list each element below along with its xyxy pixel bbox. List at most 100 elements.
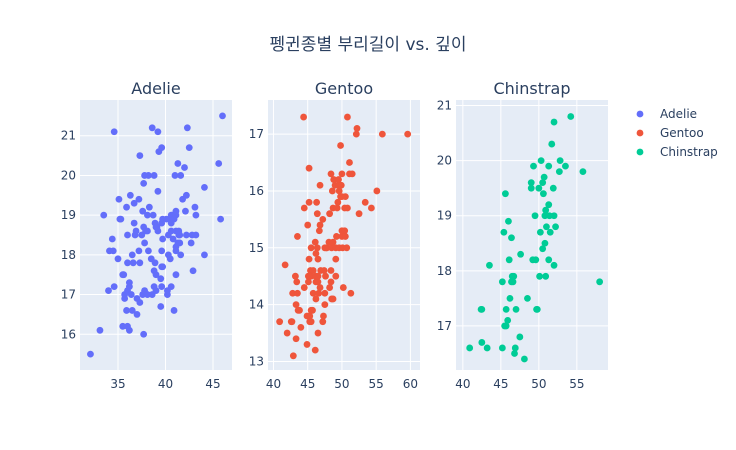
y-tick-label: 21 <box>437 99 452 113</box>
data-point <box>341 227 349 235</box>
data-point <box>333 233 340 240</box>
data-point <box>192 211 200 219</box>
data-point <box>348 170 356 178</box>
data-point <box>192 231 200 239</box>
data-point <box>133 311 141 318</box>
data-point <box>109 247 117 255</box>
data-point <box>323 244 331 252</box>
data-point <box>306 312 314 320</box>
data-point <box>344 204 351 212</box>
data-point <box>183 191 190 199</box>
data-point <box>108 235 116 243</box>
y-tick-label: 17 <box>61 288 76 302</box>
data-point <box>327 278 335 286</box>
legend-marker <box>636 110 644 118</box>
data-point <box>504 317 512 324</box>
data-point <box>300 113 308 121</box>
data-point <box>337 181 345 189</box>
data-point <box>502 322 510 330</box>
data-point <box>498 344 506 352</box>
data-point <box>167 227 175 235</box>
data-point <box>329 238 337 246</box>
y-tick-label: 18 <box>61 248 76 262</box>
data-point <box>505 256 513 264</box>
data-point <box>307 318 315 326</box>
x-tick-label: 55 <box>569 377 584 391</box>
x-tick-label: 35 <box>110 377 125 391</box>
data-point <box>149 211 157 219</box>
data-point <box>177 172 185 179</box>
legend-item-adelie[interactable]: Adelie <box>636 107 697 121</box>
data-point <box>540 173 548 181</box>
data-point <box>527 184 535 192</box>
y-tick-label: 19 <box>437 209 452 223</box>
legend-item-gentoo[interactable]: Gentoo <box>636 126 704 140</box>
data-point <box>329 295 337 303</box>
y-tick-label: 16 <box>61 327 76 341</box>
data-point <box>181 164 188 171</box>
legend-item-chinstrap[interactable]: Chinstrap <box>636 145 718 159</box>
data-point <box>307 244 315 252</box>
legend-label: Adelie <box>660 107 697 121</box>
data-point <box>313 244 321 252</box>
data-point <box>166 255 174 263</box>
data-point <box>305 255 313 263</box>
data-point <box>338 170 346 178</box>
subplot-panels: 35 40 45 16 17 18 19 20 21 Adelie 40 45 50 55 60 13 14 15… <box>61 79 608 391</box>
legend-label: Chinstrap <box>660 145 718 159</box>
data-point <box>550 118 558 126</box>
data-point <box>315 227 323 235</box>
data-point <box>309 267 317 274</box>
data-point <box>170 307 178 314</box>
legend: Adelie Gentoo Chinstrap <box>636 107 718 159</box>
data-point <box>511 350 518 357</box>
data-point <box>291 272 299 280</box>
data-point <box>355 210 363 218</box>
subplot-chinstrap: 40 45 50 55 17 18 19 20 21 Chinstrap <box>437 79 608 391</box>
data-point <box>139 207 147 215</box>
data-point <box>304 278 312 286</box>
data-point <box>483 344 491 352</box>
data-point <box>512 305 520 313</box>
data-point <box>283 329 291 337</box>
data-point <box>548 140 556 148</box>
data-point <box>322 272 329 280</box>
data-point <box>130 219 138 227</box>
data-point <box>319 215 327 223</box>
data-point <box>148 124 156 132</box>
data-point <box>281 261 289 269</box>
data-point <box>316 284 324 291</box>
data-point <box>288 318 296 326</box>
data-point <box>123 307 130 314</box>
legend-label: Gentoo <box>660 126 704 140</box>
data-point <box>135 247 143 255</box>
data-point <box>157 275 165 283</box>
data-point <box>191 203 199 211</box>
data-point <box>296 306 303 314</box>
data-point <box>509 278 517 286</box>
plot-background <box>80 100 232 370</box>
data-point <box>176 231 184 239</box>
data-point <box>326 284 334 291</box>
y-tick-label: 13 <box>249 354 264 368</box>
data-point <box>100 211 108 219</box>
x-tick-label: 60 <box>403 377 418 391</box>
data-point <box>125 326 133 334</box>
data-point <box>555 168 563 176</box>
data-point <box>140 179 148 187</box>
data-point <box>110 128 118 136</box>
data-point <box>596 278 604 286</box>
data-point <box>96 326 104 334</box>
data-point <box>466 344 474 352</box>
data-point <box>119 322 127 330</box>
plot-background <box>456 100 608 370</box>
data-point <box>311 346 319 354</box>
data-point <box>332 255 340 263</box>
y-tick-label: 20 <box>437 154 452 168</box>
data-point <box>327 267 335 274</box>
data-point <box>219 112 226 120</box>
data-point <box>549 184 557 192</box>
data-point <box>527 179 535 187</box>
data-point <box>347 289 355 297</box>
